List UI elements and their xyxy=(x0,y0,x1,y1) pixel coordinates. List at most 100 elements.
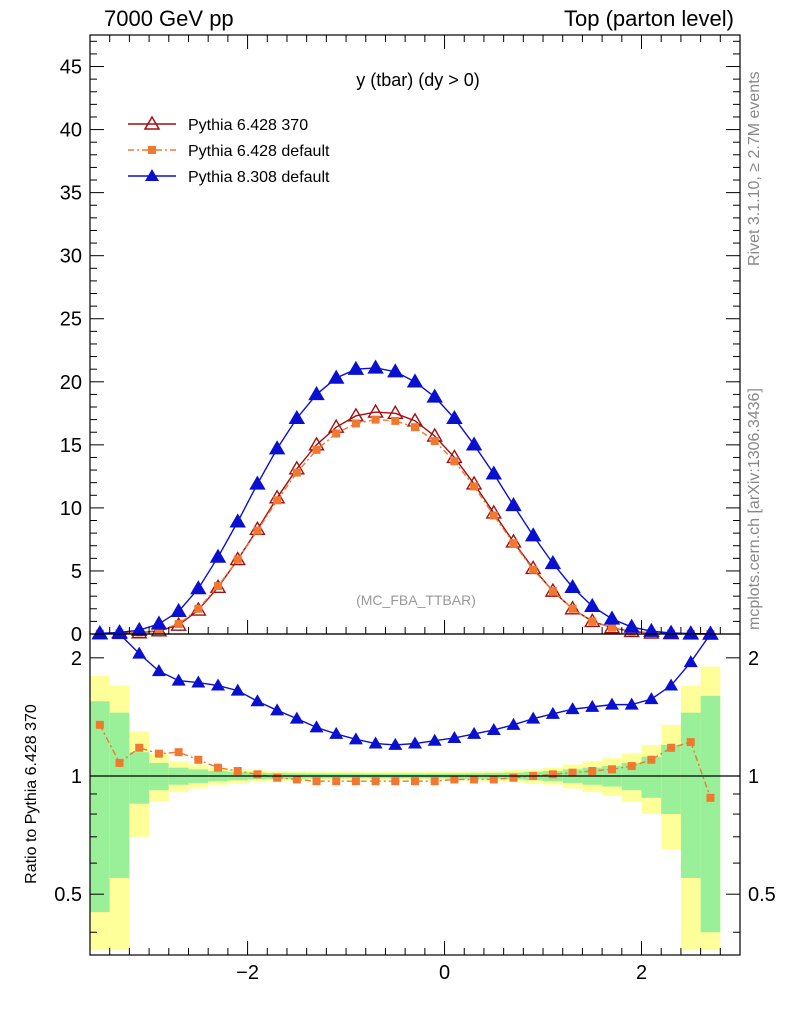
data-point xyxy=(584,597,601,612)
data-point xyxy=(233,555,242,564)
data-point xyxy=(391,416,400,425)
ratio-point xyxy=(214,763,223,772)
y-tick-label: 0 xyxy=(71,624,82,646)
green-band-bin xyxy=(661,744,681,815)
y-tick-label: 45 xyxy=(60,57,82,79)
ratio-point xyxy=(371,777,380,786)
y-tick-label: 5 xyxy=(71,561,82,583)
data-point xyxy=(509,539,518,548)
ratio-point xyxy=(115,758,124,767)
data-point xyxy=(505,496,522,512)
ratio-point xyxy=(250,694,265,707)
data-point xyxy=(489,511,498,520)
y-tick-label: 40 xyxy=(60,120,82,142)
data-point xyxy=(564,578,581,594)
ratio-point xyxy=(112,627,127,639)
ratio-point xyxy=(548,770,557,779)
ratio-point xyxy=(233,766,242,775)
ratio-point xyxy=(489,775,498,784)
ratio-point xyxy=(427,733,442,746)
legend-entry-2: Pythia 6.428 default xyxy=(128,143,330,160)
data-point xyxy=(332,429,341,438)
data-point xyxy=(273,496,282,505)
legend-label-3: Pythia 8.308 default xyxy=(188,169,330,186)
legend-entry-3: Pythia 8.308 default xyxy=(128,169,330,186)
ratio-point xyxy=(408,736,422,749)
data-point xyxy=(312,445,321,454)
ratio-point xyxy=(289,711,304,724)
y-tick-label: 30 xyxy=(60,246,82,268)
legend-label-1: Pythia 6.428 370 xyxy=(188,117,308,134)
data-point xyxy=(327,369,345,384)
ratio-point xyxy=(545,706,560,719)
data-point xyxy=(268,440,286,455)
ratio-point xyxy=(430,777,439,786)
y-tick-label: 15 xyxy=(60,435,82,457)
ratio-point xyxy=(447,730,462,743)
ratio-point xyxy=(627,762,636,771)
ratio-point xyxy=(506,717,521,730)
data-point xyxy=(371,415,380,424)
chart-title: y (tbar) (dy > 0) xyxy=(356,70,480,90)
ratio-point xyxy=(171,673,186,686)
ratio-point xyxy=(486,722,501,735)
data-point xyxy=(131,621,148,636)
data-point xyxy=(229,513,246,528)
ratio-point xyxy=(132,646,147,659)
data-point xyxy=(450,457,459,466)
ratio-point xyxy=(686,738,695,747)
ratio-point xyxy=(332,777,341,786)
green-band-bin xyxy=(680,712,701,878)
data-point xyxy=(568,604,577,613)
data-point xyxy=(485,465,503,480)
data-point xyxy=(643,622,660,637)
data-point xyxy=(367,403,384,418)
ratio-point xyxy=(470,775,479,784)
data-point xyxy=(170,602,187,618)
header-left: 7000 GeV pp xyxy=(104,6,234,31)
data-point xyxy=(411,423,419,432)
ratio-point xyxy=(647,755,656,764)
green-band-bin xyxy=(641,756,662,798)
ratio-line-2 xyxy=(119,633,712,746)
data-point xyxy=(351,419,360,428)
ratio-point xyxy=(270,703,285,716)
data-point xyxy=(623,618,640,633)
ratio-point xyxy=(253,770,262,779)
ratio-point xyxy=(135,743,144,752)
data-point xyxy=(249,475,266,490)
ratio-point xyxy=(211,678,226,691)
data-point xyxy=(288,409,306,425)
ratio-tick-label-right: 2 xyxy=(748,648,759,670)
ratio-point xyxy=(585,699,600,712)
ratio-point xyxy=(391,777,400,786)
ratio-point xyxy=(667,743,676,752)
ratio-series-group xyxy=(95,627,718,802)
ratio-point xyxy=(604,697,619,710)
ratio-point xyxy=(450,775,459,784)
x-tick-label: −2 xyxy=(236,962,259,984)
y-tick-label: 20 xyxy=(60,372,82,394)
data-point xyxy=(662,624,680,639)
x-tick-label: 0 xyxy=(439,962,450,984)
data-point xyxy=(347,360,365,375)
ratio-point xyxy=(509,773,518,782)
ratio-point xyxy=(368,736,383,749)
green-band-bin xyxy=(129,752,150,804)
ratio-point xyxy=(151,664,166,677)
data-point xyxy=(470,482,479,491)
y-tick-label: 35 xyxy=(60,183,82,205)
data-point xyxy=(174,619,183,628)
ratio-point xyxy=(154,749,163,758)
ratio-point xyxy=(526,711,541,724)
ratio-point xyxy=(706,793,715,802)
ratio-point xyxy=(312,777,321,786)
green-band-bin xyxy=(109,712,130,878)
ratio-point xyxy=(351,777,360,786)
ratio-tick-label: 0.5 xyxy=(54,884,82,906)
y-tick-label: 25 xyxy=(60,309,82,331)
data-point xyxy=(426,388,443,403)
data-point xyxy=(524,527,542,542)
ratio-frame xyxy=(89,633,741,956)
data-point xyxy=(194,604,203,613)
